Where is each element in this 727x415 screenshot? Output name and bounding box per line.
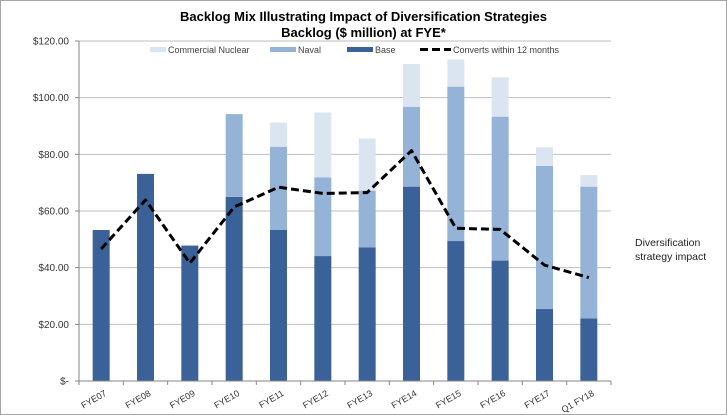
- gridlines: [79, 40, 611, 325]
- bar-base: [270, 229, 287, 381]
- legend-label-naval: Naval: [298, 45, 321, 55]
- y-tick-label: $-: [60, 377, 69, 388]
- x-tick-label: FYE13: [345, 388, 374, 410]
- legend-swatch-commercial-nuclear: [150, 47, 166, 52]
- bar-base: [314, 256, 332, 381]
- legend-label-converts-within-12-months: Converts within 12 months: [453, 45, 560, 55]
- x-tick-label: FYE17: [523, 388, 552, 410]
- x-tick-label: FYE15: [434, 388, 463, 410]
- bar-base: [491, 260, 509, 381]
- bar-naval: [270, 146, 287, 230]
- converts-line-path: [100, 149, 590, 280]
- bar-commercial-nuclear: [314, 112, 332, 178]
- bar-base: [536, 309, 553, 381]
- diversification-annotation: Diversification strategy impact: [635, 237, 707, 263]
- chart-title: Backlog Mix Illustrating Impact of Diver…: [180, 9, 547, 24]
- legend-swatch-base: [347, 47, 373, 52]
- bar-naval: [314, 177, 332, 257]
- legend: Commercial Nuclear Naval Base Converts with…: [150, 45, 560, 55]
- y-tick-label: $100.00: [33, 93, 70, 104]
- bar-naval: [491, 116, 509, 261]
- bar-commercial-nuclear: [580, 175, 598, 187]
- x-tick-label: FYE10: [212, 388, 241, 410]
- bar-commercial-nuclear: [447, 59, 465, 87]
- bar-commercial-nuclear: [403, 63, 420, 107]
- chart-subtitle: Backlog ($ million) at FYE*: [281, 25, 446, 40]
- y-tick-label: $80.00: [38, 150, 69, 161]
- x-tick-label: FYE07: [79, 388, 108, 410]
- x-tick-label: Q1 FY18: [560, 388, 596, 415]
- bar-base: [403, 186, 420, 381]
- bar-commercial-nuclear: [536, 147, 553, 166]
- x-tick-label: FYE09: [168, 388, 197, 410]
- x-tick-label: FYE12: [301, 388, 330, 410]
- bar-base: [181, 245, 199, 381]
- legend-swatch-naval: [270, 47, 296, 52]
- bar-commercial-nuclear: [491, 77, 509, 117]
- legend-label-base: Base: [375, 45, 396, 55]
- legend-label-commercial-nuclear: Commercial Nuclear: [168, 45, 250, 55]
- bar-commercial-nuclear: [270, 122, 287, 147]
- x-tick-label: FYE11: [257, 388, 285, 410]
- x-tick-label: FYE14: [390, 388, 419, 410]
- y-tick-label: $20.00: [38, 320, 69, 331]
- bar-stacks: [92, 59, 598, 381]
- bar-base: [580, 318, 598, 381]
- x-tick-label: FYE08: [124, 388, 153, 410]
- x-tick-label: FYE16: [478, 388, 507, 410]
- y-tick-label: $40.00: [38, 263, 69, 274]
- y-tick-label: $60.00: [38, 207, 69, 218]
- bar-naval: [358, 190, 376, 248]
- bar-naval: [225, 114, 243, 197]
- bar-naval: [580, 186, 598, 319]
- bar-base: [447, 241, 465, 381]
- bar-naval: [447, 86, 465, 242]
- bar-naval: [536, 165, 553, 310]
- bar-base: [225, 196, 243, 381]
- bar-base: [92, 229, 110, 381]
- bar-naval: [403, 106, 420, 187]
- bar-base: [137, 173, 154, 381]
- bar-base: [358, 247, 376, 381]
- y-tick-label: $120.00: [33, 37, 70, 48]
- bar-commercial-nuclear: [358, 138, 376, 191]
- converts-line: [100, 149, 590, 280]
